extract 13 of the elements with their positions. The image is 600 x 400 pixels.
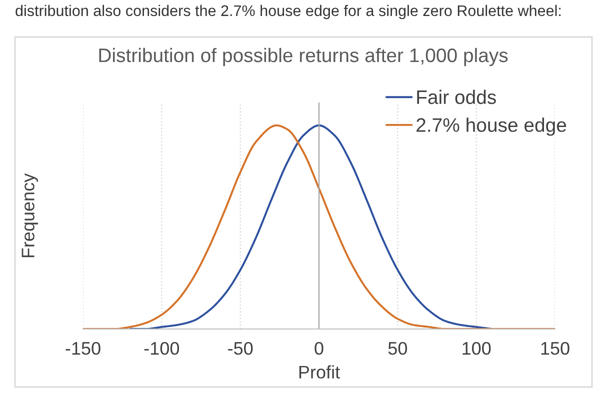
y-axis-title: Frequency: [22, 173, 38, 258]
legend-label: 2.7% house edge: [416, 118, 566, 136]
legend-label: Fair odds: [417, 90, 496, 104]
chart-title: Distribution of possible returns after 1,000 plays: [99, 48, 508, 66]
x-tick-label: 150: [541, 342, 570, 355]
x-tick-label: 50: [388, 342, 408, 355]
x-axis-title: Profit: [299, 365, 340, 379]
x-tick-label: -50: [228, 342, 253, 355]
x-tick-label: 100: [462, 342, 491, 355]
text: distribution also considers the 2.7% house edge for a single zero Roulette wheel:: [16, 4, 561, 20]
x-tick-label: -100: [144, 342, 180, 355]
x-tick-label: 0: [314, 342, 324, 355]
x-tick-label: -150: [66, 342, 100, 355]
